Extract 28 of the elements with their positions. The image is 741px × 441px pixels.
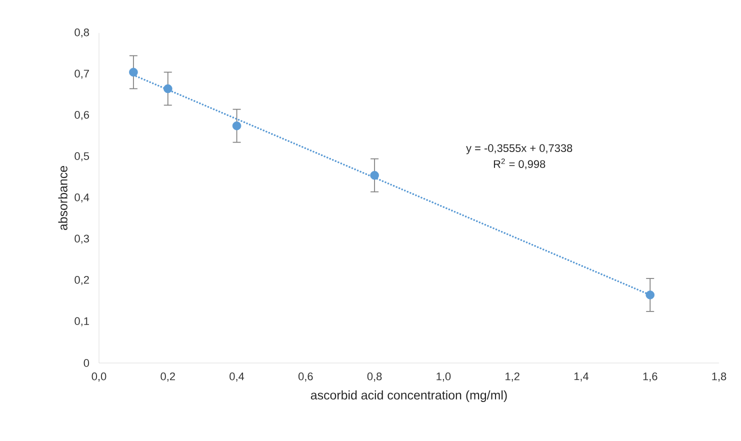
point — [646, 290, 655, 300]
point — [163, 84, 172, 94]
x-tick-label: 0,6 — [298, 372, 313, 382]
x-tick-label: 1,0 — [436, 372, 451, 382]
x-tick-label: 1,8 — [712, 372, 726, 382]
y-tick-label: 0,1 — [74, 317, 89, 326]
point — [370, 170, 379, 180]
x-tick-label: 1,6 — [643, 372, 658, 382]
y-tick-label: 0 — [84, 359, 90, 367]
y-tick-label: 0,5 — [74, 152, 90, 162]
y-tick-label: 0,2 — [74, 276, 89, 286]
y-tick-label: 0,3 — [74, 234, 89, 244]
y-tick-label: 0,7 — [74, 70, 89, 79]
y-axis-title: absorbance — [58, 166, 68, 230]
y-tick-label: 0,8 — [74, 28, 89, 38]
x-tick-label: 0,0 — [92, 372, 106, 382]
annotation: R$^{2}$ = 0,998 — [494, 158, 546, 170]
y-tick-label: 0,6 — [74, 110, 89, 120]
x-axis-title: ascorbid acid concentration (mg/ml) — [310, 390, 507, 402]
x-tick-label: 0,2 — [160, 372, 175, 382]
point — [129, 68, 138, 77]
x-tick-label: 1,2 — [506, 372, 520, 382]
x-tick-label: 0,4 — [230, 372, 244, 382]
y-tick-label: 0,4 — [74, 193, 90, 203]
x-tick-label: 0,8 — [367, 372, 382, 382]
annotation: y = -0,3555x + 0,7338 — [466, 144, 572, 154]
point — [232, 121, 242, 130]
x-tick-label: 1,4 — [574, 372, 589, 382]
